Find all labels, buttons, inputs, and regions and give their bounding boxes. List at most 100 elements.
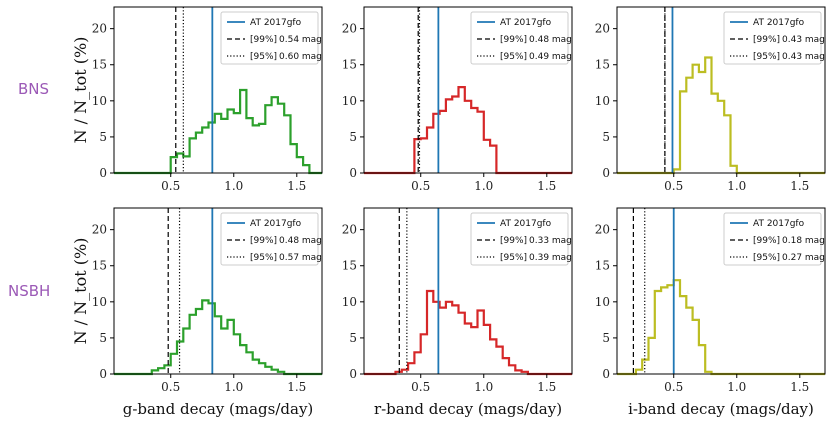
legend-observed-label: AT 2017gfo <box>500 219 552 229</box>
y-tick-label: 20 <box>92 223 107 237</box>
y-tick-label: 15 <box>342 58 357 72</box>
plot-frame <box>113 6 323 174</box>
y-tick-label: 15 <box>595 259 610 273</box>
x-tick-label: 1.5 <box>287 179 306 193</box>
y-tick-label: 15 <box>595 58 610 72</box>
legend-p99-value: 0.33 mag <box>529 236 572 246</box>
y-tick-label: 20 <box>92 22 107 36</box>
y-tick-label: 0 <box>349 166 357 180</box>
y-axis-label: N / N_tot (%) <box>71 238 90 345</box>
x-tick-label: 0.5 <box>411 380 430 394</box>
y-tick-label: 15 <box>92 58 107 72</box>
plot-frame <box>616 6 826 174</box>
panel-nsbh-g: 0.5 1.0 1.5 0 5 10 15 20 AT 2017gfo [99%] 0.48 mag… <box>71 207 323 418</box>
panel-nsbh-r: 0.5 1.0 1.5 0 5 10 15 20 AT 2017gfo [99%] 0.33 mag… <box>342 207 573 418</box>
x-tick-label: 0.5 <box>664 380 683 394</box>
x-tick-label: 0.5 <box>664 179 683 193</box>
legend-p99-value: 0.43 mag <box>782 35 825 45</box>
row-label-bns: BNS <box>18 80 49 98</box>
legend-p99-prefix: [99%] <box>753 35 780 45</box>
histogram-r <box>364 86 572 175</box>
y-tick-label: 5 <box>349 130 357 144</box>
histogram-i <box>617 56 825 175</box>
panel-nsbh-i: 0.5 1.0 1.5 0 5 10 15 20 AT 2017gfo [99%] 0.18 mag… <box>595 207 826 418</box>
y-tick-label: 0 <box>99 166 107 180</box>
y-tick-label: 15 <box>92 259 107 273</box>
y-tick-label: 10 <box>595 295 610 309</box>
legend-p99-value: 0.54 mag <box>279 35 322 45</box>
y-tick-label: 20 <box>595 223 610 237</box>
y-tick-label: 5 <box>602 331 610 345</box>
y-tick-label: 5 <box>99 331 107 345</box>
y-tick-label: 20 <box>595 22 610 36</box>
legend-p95-prefix: [95%] <box>753 52 780 62</box>
x-tick-label: 1.0 <box>474 380 493 394</box>
y-tick-label: 5 <box>99 130 107 144</box>
legend-p95-prefix: [95%] <box>500 253 527 263</box>
legend-p99-value: 0.48 mag <box>279 236 322 246</box>
legend-p95-prefix: [95%] <box>753 253 780 263</box>
x-tick-label: 0.5 <box>411 179 430 193</box>
legend-p95-value: 0.27 mag <box>782 253 825 263</box>
x-tick-label: 1.0 <box>224 380 243 394</box>
legend-box <box>220 212 319 266</box>
x-tick-label: 1.5 <box>790 380 809 394</box>
x-axis-label: r-band decay (mags/day) <box>374 400 562 418</box>
y-axis-label: N / N_tot (%) <box>71 37 90 144</box>
legend-box <box>723 11 822 65</box>
legend-p99-prefix: [99%] <box>500 236 527 246</box>
x-tick-label: 1.0 <box>474 179 493 193</box>
legend-p99-prefix: [99%] <box>500 35 527 45</box>
y-tick-label: 10 <box>342 94 357 108</box>
legend-p95-prefix: [95%] <box>500 52 527 62</box>
x-tick-label: 1.0 <box>727 179 746 193</box>
legend-p95-value: 0.43 mag <box>782 52 825 62</box>
histogram-i <box>617 279 825 376</box>
panel-bns-i: 0.5 1.0 1.5 0 5 10 15 20 AT 2017gfo [99%] 0.43 mag… <box>595 6 826 193</box>
legend-box <box>723 212 822 266</box>
legend-p99-prefix: [99%] <box>250 236 277 246</box>
panel-bns-g: 0.5 1.0 1.5 0 5 10 15 20 AT 2017gfo [99%] 0.54 mag… <box>71 6 323 193</box>
legend-observed-label: AT 2017gfo <box>500 18 552 28</box>
legend-observed-label: AT 2017gfo <box>753 18 805 28</box>
x-tick-label: 0.5 <box>161 380 180 394</box>
y-tick-label: 10 <box>595 94 610 108</box>
y-tick-label: 5 <box>602 130 610 144</box>
x-tick-label: 0.5 <box>161 179 180 193</box>
legend-observed-label: AT 2017gfo <box>250 219 302 229</box>
x-axis-label: g-band decay (mags/day) <box>123 400 314 418</box>
legend-box <box>470 212 569 266</box>
y-tick-label: 5 <box>349 331 357 345</box>
legend-p99-prefix: [99%] <box>753 236 780 246</box>
x-tick-label: 1.0 <box>224 179 243 193</box>
y-tick-label: 0 <box>602 367 610 381</box>
x-tick-label: 1.5 <box>790 179 809 193</box>
legend-box <box>470 11 569 65</box>
x-axis-label: i-band decay (mags/day) <box>628 400 814 418</box>
legend-p99-prefix: [99%] <box>250 35 277 45</box>
histogram-r <box>364 289 572 376</box>
plot-frame <box>363 6 573 174</box>
x-tick-label: 1.0 <box>727 380 746 394</box>
y-tick-label: 10 <box>92 295 107 309</box>
y-tick-label: 15 <box>342 259 357 273</box>
row-label-nsbh: NSBH <box>8 282 50 300</box>
x-tick-label: 1.5 <box>537 179 556 193</box>
legend-box <box>220 11 319 65</box>
x-tick-label: 1.5 <box>537 380 556 394</box>
legend-p95-value: 0.49 mag <box>529 52 572 62</box>
plot-frame <box>616 207 826 375</box>
legend-p95-value: 0.39 mag <box>529 253 572 263</box>
legend-observed-label: AT 2017gfo <box>250 18 302 28</box>
panel-bns-r: 0.5 1.0 1.5 0 5 10 15 20 AT 2017gfo [99%] 0.48 mag… <box>342 6 573 193</box>
y-tick-label: 10 <box>342 295 357 309</box>
legend-p99-value: 0.48 mag <box>529 35 572 45</box>
y-tick-label: 20 <box>342 223 357 237</box>
plot-frame <box>363 207 573 375</box>
y-tick-label: 0 <box>349 367 357 381</box>
legend-p95-prefix: [95%] <box>250 253 277 263</box>
x-tick-label: 1.5 <box>287 380 306 394</box>
y-tick-label: 0 <box>99 367 107 381</box>
legend-p95-value: 0.57 mag <box>279 253 322 263</box>
